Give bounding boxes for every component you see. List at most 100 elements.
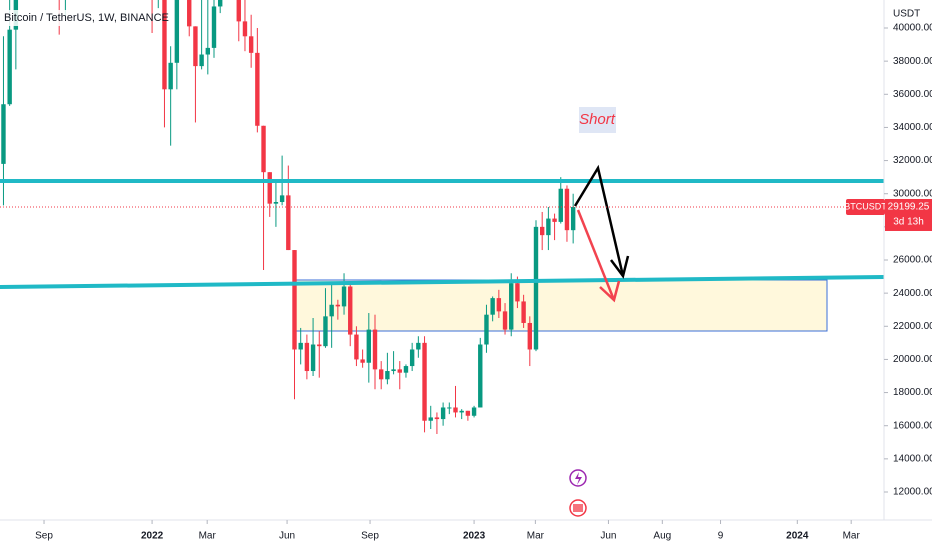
candle-body [509, 283, 514, 330]
x-tick-label: Mar [843, 531, 861, 542]
y-tick-label: 30000.00 [893, 188, 932, 199]
candle-body [453, 407, 458, 413]
black-arrowhead [610, 255, 630, 279]
x-tick-label: Jun [279, 531, 295, 542]
candle-body [317, 344, 322, 347]
candle-body [354, 334, 359, 360]
y-tick-label: 36000.00 [893, 89, 932, 100]
candle-body [490, 298, 495, 315]
x-tick-label: Sep [35, 531, 53, 542]
candle-body [570, 206, 576, 231]
candle-body [366, 329, 372, 363]
candle-body [385, 371, 390, 380]
candle-body [440, 407, 446, 420]
candle-body [1, 104, 6, 164]
candle-body [539, 226, 545, 236]
candle-body [348, 286, 353, 335]
candle-body [255, 52, 260, 126]
y-tick-label: 20000.00 [893, 354, 932, 365]
candle-body [329, 304, 334, 317]
price-label-box [885, 198, 932, 231]
candle-body [496, 298, 502, 312]
candle-body [434, 417, 440, 420]
candle-body [292, 250, 297, 350]
flag-icon-glyph [573, 504, 583, 512]
candle-body [360, 359, 365, 363]
y-tick-label: 26000.00 [893, 255, 932, 266]
y-tick-label: 22000.00 [893, 321, 932, 332]
candle-body [416, 342, 421, 350]
candle-body [459, 410, 464, 413]
x-tick-label: Jun [600, 531, 616, 542]
candle-body [298, 342, 303, 350]
candle-body [378, 369, 384, 380]
candle-body [217, 0, 223, 7]
candle-body [310, 344, 316, 372]
red-arrow [576, 209, 616, 301]
x-tick-label: Mar [527, 531, 545, 542]
price-label: 29199.25 [888, 202, 930, 213]
event-icon-glyph [575, 472, 582, 485]
candle-body [279, 195, 285, 203]
candle-body [341, 286, 347, 307]
candle-body [174, 0, 180, 63]
y-tick-label: 24000.00 [893, 288, 932, 299]
candle-body [261, 125, 266, 173]
candle-body [533, 226, 539, 350]
x-tick-label: 2024 [786, 531, 809, 542]
candle-body [447, 407, 452, 409]
black-arrow [573, 164, 625, 277]
y-tick-label: 40000.00 [893, 23, 932, 34]
candle-body [478, 344, 483, 408]
x-tick-label: Aug [653, 531, 671, 542]
candle-body [323, 316, 328, 347]
symbol-label-box [846, 198, 885, 215]
candle-body [242, 21, 248, 37]
candle-body [471, 407, 477, 416]
candle-body [286, 195, 291, 251]
candle-body [199, 54, 204, 67]
countdown-label: 3d 13h [893, 217, 924, 228]
red-arrowhead [599, 280, 621, 303]
candle-body [428, 417, 433, 421]
candle-body [465, 410, 471, 416]
candle-body [409, 349, 415, 367]
chart-title: Bitcoin / TetherUS, 1W, BINANCE [4, 12, 169, 24]
candle-body [521, 301, 526, 323]
zone-box [294, 279, 828, 332]
candle-body [564, 188, 570, 231]
annotation-box [579, 107, 616, 133]
y-tick-label: 12000.00 [893, 487, 932, 498]
y-tick-label: 18000.00 [893, 387, 932, 398]
x-tick-label: 9 [718, 531, 724, 542]
candle-body [168, 62, 173, 90]
x-tick-label: 2023 [463, 531, 486, 542]
x-tick-label: Sep [361, 531, 379, 542]
y-tick-label: 34000.00 [893, 122, 932, 133]
candle-body [546, 218, 551, 236]
candles [1, 0, 576, 434]
candle-body [403, 366, 409, 373]
symbol-label: BTCUSDT [844, 201, 887, 211]
candle-body [267, 172, 272, 204]
title-background [0, 10, 150, 26]
candle-body [484, 314, 489, 345]
candle-body [162, 0, 167, 90]
annotation: Short [579, 111, 616, 128]
candle-body [335, 304, 341, 307]
y-tick-label: 38000.00 [893, 56, 932, 67]
candle-body [236, 0, 241, 22]
candle-body [422, 342, 427, 421]
candle-body [391, 369, 396, 372]
candle-body [248, 36, 254, 53]
candle-body [211, 6, 217, 48]
candle-body [558, 188, 563, 222]
support-line [0, 275, 885, 289]
candle-body [502, 311, 508, 330]
y-tick-label: 32000.00 [893, 155, 932, 166]
x-tick-label: 2022 [141, 531, 164, 542]
candle-body [187, 0, 192, 27]
y-tick-label: 16000.00 [893, 420, 932, 431]
